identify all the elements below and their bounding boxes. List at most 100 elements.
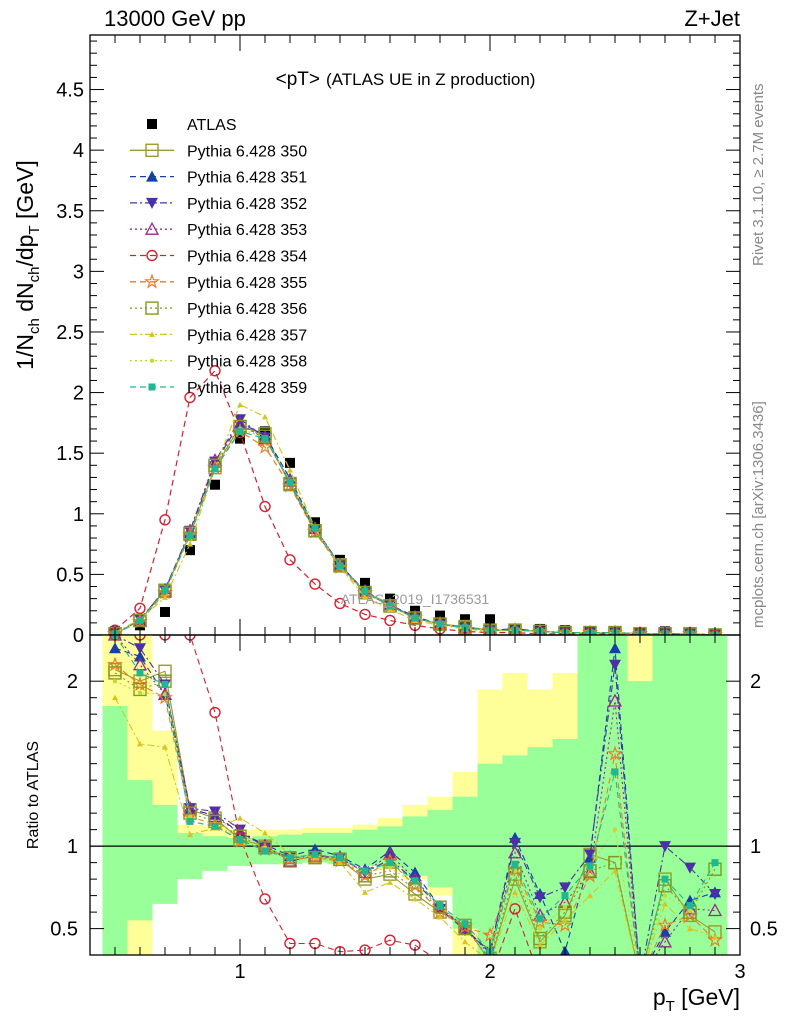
- ratio-y-tick-label-right: 2: [750, 671, 761, 693]
- data-point: [408, 611, 422, 625]
- ratio-point: [511, 860, 519, 868]
- ratio-point: [509, 903, 521, 915]
- ratio-point: [509, 837, 521, 849]
- y-tick-label: 0.5: [56, 564, 84, 586]
- ratio-point: [562, 904, 568, 910]
- ratio-point: [386, 859, 394, 867]
- y-tick-label: 2.5: [56, 322, 84, 344]
- ratio-point: [357, 867, 373, 883]
- ratio-point: [559, 882, 571, 894]
- legend-marker: [147, 119, 157, 129]
- legend-label: Pythia 6.428 358: [187, 354, 307, 371]
- ratio-point: [637, 975, 643, 981]
- legend-marker: [146, 170, 158, 182]
- ratio-point: [433, 900, 447, 914]
- ratio-point: [685, 973, 695, 983]
- y-tick-label: 3: [73, 261, 84, 283]
- ratio-point: [112, 678, 118, 684]
- ratio-point: [187, 831, 193, 838]
- data-point: [361, 587, 369, 595]
- main-panel: 0 0.5 1 1.5 2 2.5 3 3.5 4 4.5 <pT> (ATLAS UE in Z…: [12, 34, 741, 647]
- ratio-y-tick-label: 0.5: [50, 919, 78, 941]
- ratio-point: [684, 862, 696, 874]
- ratio-point: [337, 859, 343, 866]
- data-point: [307, 523, 323, 539]
- ratio-point: [612, 827, 618, 832]
- data-point: [133, 613, 147, 628]
- data-point: [384, 614, 396, 627]
- ratio-point: [609, 659, 621, 671]
- legend-label: Pythia 6.428 357: [187, 327, 307, 344]
- ratio-point: [259, 893, 271, 905]
- ratio-point: [611, 768, 619, 776]
- y-tick-label: 2: [73, 383, 84, 405]
- ratio-point: [311, 850, 319, 858]
- ratio-point: [361, 867, 369, 875]
- process-label: Z+Jet: [684, 6, 740, 31]
- ratio-panel: 0.5 0.5 1 1 2 2 1 2 3 Ratio to ATLAS pT [GeV]: [25, 634, 778, 1015]
- legend-label: Pythia 6.428 355: [187, 275, 307, 292]
- data-point: [460, 614, 470, 625]
- plot-title-sub: (ATLAS UE in Z production): [326, 70, 535, 89]
- ratio-point: [535, 973, 545, 983]
- data-point: [184, 391, 196, 404]
- data-point: [259, 500, 271, 513]
- data-point: [285, 457, 295, 468]
- main-y-axis-label: 1/Nch dNch/dpT [GeV]: [12, 160, 43, 370]
- y-tick-label: 4.5: [56, 80, 84, 102]
- ratio-point: [660, 973, 670, 983]
- ratio-point: [587, 892, 593, 899]
- ratio-point: [534, 892, 546, 904]
- data-point: [258, 429, 272, 443]
- data-point: [211, 465, 219, 473]
- legend-label: Pythia 6.428 353: [187, 222, 307, 239]
- data-point: [187, 541, 193, 547]
- ratio-point: [585, 973, 595, 983]
- plot-title-main: <pT>: [276, 69, 320, 90]
- ratio-point: [436, 902, 444, 910]
- x-axis-label: pT [GeV]: [653, 984, 740, 1015]
- ratio-point: [634, 972, 646, 984]
- ratio-point: [537, 926, 543, 931]
- ratio-point: [262, 829, 268, 836]
- data-point: [286, 478, 294, 486]
- ratio-point: [457, 918, 473, 934]
- data-point: [210, 479, 220, 490]
- y-tick-label: 0: [73, 625, 84, 647]
- ratio-point: [532, 913, 548, 929]
- watermark: ATLAS_2019_I1736531: [341, 591, 490, 607]
- ratio-point: [437, 914, 443, 920]
- x-tick-label: 1: [234, 961, 245, 983]
- ratio-point: [137, 690, 143, 695]
- ratio-point: [134, 643, 146, 655]
- data-point: [360, 577, 370, 588]
- data-point: [435, 610, 445, 621]
- data-point: [136, 616, 144, 624]
- ratio-point: [186, 817, 194, 825]
- data-point: [237, 401, 243, 408]
- legend-item: Pythia 6.428 351: [130, 170, 307, 187]
- ratio-point: [137, 740, 143, 747]
- ratio-point: [557, 916, 573, 933]
- data-point: [607, 624, 623, 635]
- ratio-point: [712, 933, 718, 940]
- ratio-point: [334, 946, 346, 955]
- band-green: [602, 635, 628, 955]
- ratio-point: [609, 642, 621, 654]
- band-green: [577, 635, 603, 955]
- legend-label: Pythia 6.428 351: [187, 170, 307, 187]
- ratio-point: [359, 944, 371, 955]
- ratio-y-tick-label: 1: [67, 836, 78, 858]
- ratio-point: [384, 934, 396, 946]
- y-tick-label: 1.5: [56, 443, 84, 465]
- data-point: [311, 524, 319, 532]
- data-point: [234, 414, 246, 426]
- band-green: [427, 809, 453, 888]
- ratio-point: [662, 893, 668, 898]
- legend-marker: [144, 273, 160, 289]
- ratio-point: [707, 931, 723, 947]
- ratio-point: [634, 972, 646, 983]
- band-green: [652, 635, 678, 955]
- ratio-point: [387, 865, 393, 870]
- band-green: [102, 705, 128, 955]
